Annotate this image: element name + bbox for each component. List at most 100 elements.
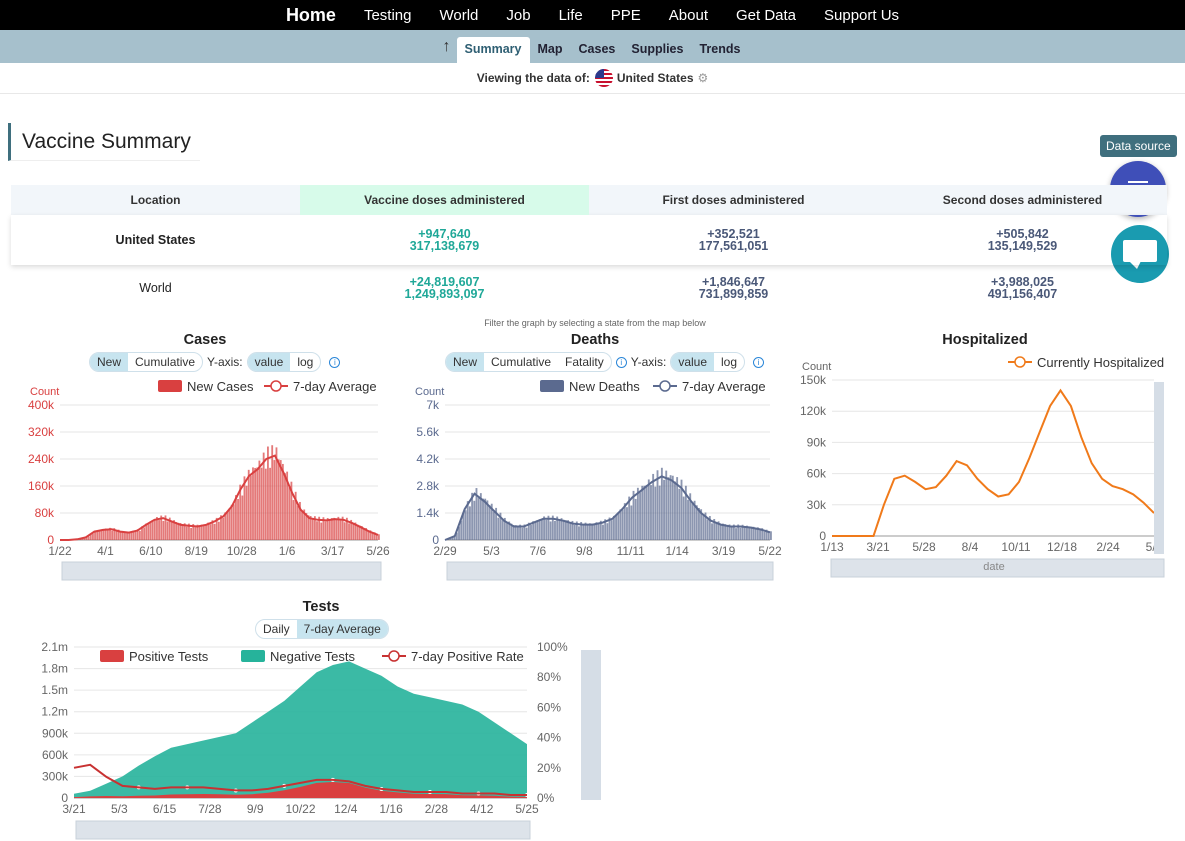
deaths-value-toggle[interactable]: value (671, 353, 714, 371)
arrow-up-icon[interactable]: ↑ (442, 38, 451, 55)
bar (228, 508, 231, 540)
cases-log-toggle[interactable]: log (297, 355, 314, 369)
viewing-bar: Viewing the data of: United States ⚙ (0, 63, 1185, 94)
cases-value-toggle[interactable]: value (247, 353, 291, 371)
row-location: World (139, 281, 172, 295)
gear-icon[interactable]: ⚙ (697, 71, 709, 85)
y-tick-label: 150k (800, 373, 827, 387)
bar (104, 528, 107, 540)
bar (303, 509, 306, 540)
bar (109, 527, 111, 540)
deaths-log-toggle[interactable]: log (721, 355, 738, 369)
bar (643, 485, 646, 540)
nav-about[interactable]: About (668, 6, 708, 24)
nav-job[interactable]: Job (506, 6, 531, 24)
cases-title: Cases (183, 332, 227, 348)
legend-label: 7-day Positive Rate (411, 649, 524, 664)
bar (708, 516, 711, 540)
bar (698, 507, 700, 540)
zoom-slider (446, 561, 774, 581)
bar (192, 524, 195, 540)
bar (634, 498, 637, 540)
bar (545, 519, 548, 540)
table-header: Location Vaccine doses administered Firs… (11, 185, 1167, 215)
y-tick-label: 1.4k (416, 506, 440, 520)
y-axis-title: Count (30, 386, 59, 398)
nav-testing[interactable]: Testing (363, 6, 412, 24)
deaths-fatality-toggle[interactable]: Fatality (565, 355, 604, 369)
tab-map[interactable]: Map (537, 42, 563, 56)
cases-cumulative-toggle[interactable]: Cumulative (135, 355, 196, 369)
bar (277, 459, 280, 540)
info-icon[interactable]: i (753, 356, 765, 368)
bar (375, 534, 378, 540)
bar (115, 531, 118, 540)
zoom-slider (61, 561, 382, 581)
tests-7day-toggle[interactable]: 7-day Average (296, 620, 388, 638)
bar (305, 513, 308, 540)
nav-support-us[interactable]: Support Us (824, 6, 900, 24)
cases-new-toggle[interactable]: New (90, 353, 129, 371)
x-tick-label: 12/18 (1047, 540, 1077, 554)
bar (220, 515, 222, 540)
data-source-button[interactable]: Data source (1100, 135, 1177, 157)
bar (512, 525, 515, 540)
bar (134, 531, 137, 540)
bar (343, 522, 346, 540)
bar (156, 517, 158, 540)
bar (462, 512, 465, 540)
tests-daily-toggle[interactable]: Daily (263, 622, 290, 636)
y-tick-label: 0 (47, 533, 54, 547)
deaths-cumulative-toggle[interactable]: Cumulative (491, 355, 552, 369)
bar (252, 467, 254, 540)
info-icon[interactable]: i (615, 356, 627, 368)
chat-button[interactable] (1111, 225, 1169, 283)
y-tick-label: 4.2k (416, 452, 440, 466)
info-icon[interactable]: i (329, 356, 341, 368)
nav-home[interactable]: Home (285, 4, 336, 25)
bar (584, 522, 587, 540)
hospitalized-title: Hospitalized (942, 332, 1028, 348)
bar (449, 538, 452, 540)
bar (617, 512, 620, 540)
y-tick-label: 400k (28, 398, 55, 412)
second-total: 491,156,407 (987, 287, 1058, 301)
bar (254, 467, 257, 540)
bar (530, 524, 532, 540)
bar (554, 520, 556, 540)
tab-supplies[interactable]: Supplies (631, 42, 684, 56)
x-tick-label: 3/21 (866, 540, 890, 554)
nav-life[interactable]: Life (558, 6, 583, 24)
bar (619, 509, 622, 540)
bar (128, 531, 131, 540)
x-tick-label: 1/22 (48, 544, 72, 558)
bar (337, 516, 340, 540)
y-tick-label: 1.8m (41, 662, 68, 676)
tab-cases[interactable]: Cases (578, 42, 616, 56)
viewing-country[interactable]: United States (616, 71, 694, 85)
nav-ppe[interactable]: PPE (610, 6, 641, 24)
y-tick-label: 90k (807, 435, 827, 449)
bar (267, 446, 269, 540)
bar (175, 522, 178, 540)
bar (743, 527, 746, 540)
nav-world[interactable]: World (439, 6, 479, 24)
bar (608, 517, 611, 540)
deaths-new-toggle[interactable]: New (446, 353, 485, 371)
bar (711, 523, 713, 540)
yaxis-label: Y-axis: (207, 355, 243, 369)
legend-swatch (100, 650, 124, 662)
tests-chart: 0 300k 600k 900k 1.2m 1.5m 1.8m 2.1m 3/21 5/3 6/15… (30, 640, 610, 840)
tab-summary[interactable]: Summary (456, 37, 530, 63)
bar (660, 467, 663, 540)
nav-get-data[interactable]: Get Data (735, 6, 797, 24)
bar (331, 518, 333, 540)
tab-trends[interactable]: Trends (699, 42, 741, 56)
bar (269, 467, 271, 540)
bar (669, 475, 672, 540)
bar (752, 526, 755, 540)
bar (473, 500, 476, 540)
bar (759, 530, 761, 540)
bar (678, 488, 681, 540)
bar (612, 515, 615, 540)
